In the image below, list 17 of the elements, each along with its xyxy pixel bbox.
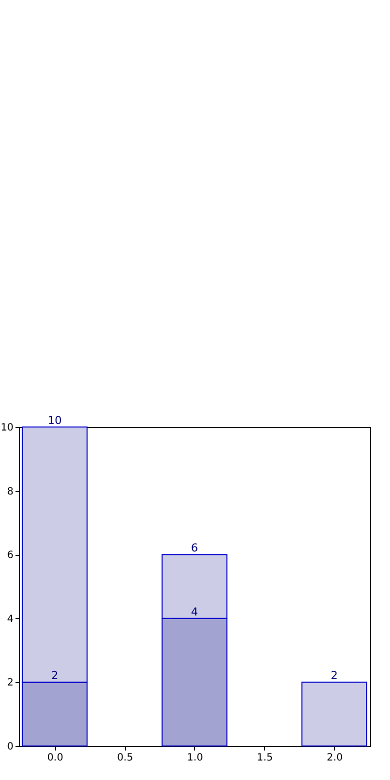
x-tick-label: 1.0 <box>187 752 203 764</box>
total-label: 10 <box>48 414 62 427</box>
y-tick-label: 2 <box>7 678 14 689</box>
total-label: 6 <box>191 542 198 555</box>
y-tick-label: 8 <box>7 486 14 498</box>
y-tick-label: 6 <box>7 550 14 562</box>
y-tick-label: 4 <box>7 614 14 625</box>
x-tick-label: 1.5 <box>256 752 273 764</box>
x-tick-label: 0.5 <box>117 752 134 764</box>
bar <box>301 682 368 746</box>
y-tick-label: 10 <box>0 422 14 434</box>
x-tick-label: 2.0 <box>326 752 343 764</box>
y-tick-label: 0 <box>7 742 14 752</box>
total-label: 2 <box>330 669 338 682</box>
data-label: 2 <box>51 669 58 682</box>
data-label: 4 <box>191 605 198 618</box>
x-tick-label: 0.0 <box>47 752 64 764</box>
